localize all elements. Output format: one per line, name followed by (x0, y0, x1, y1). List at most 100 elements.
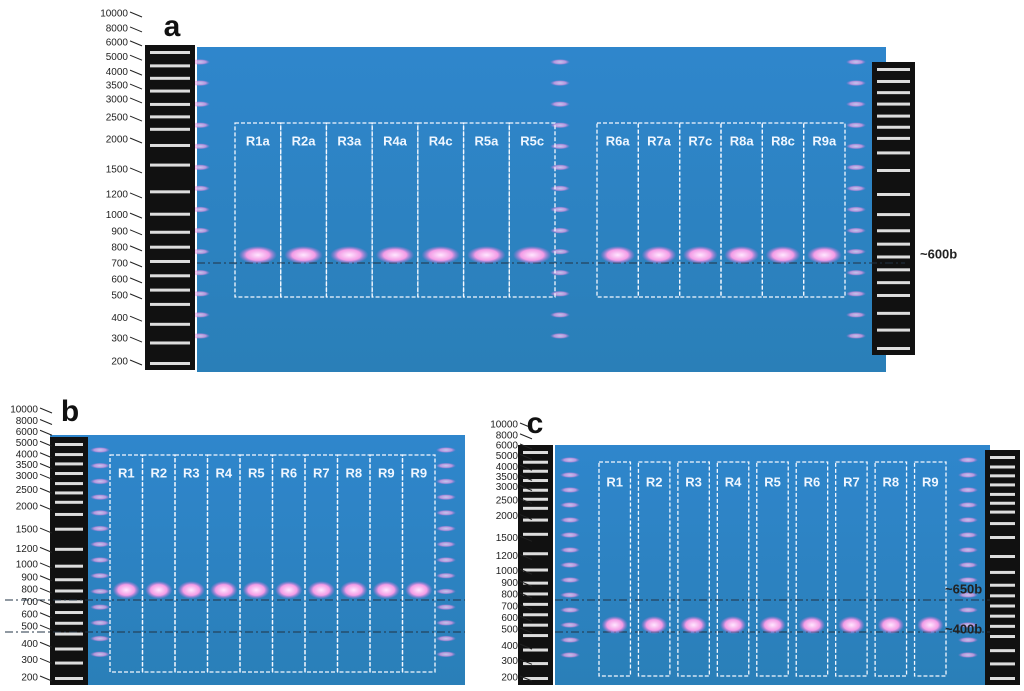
ladder-label: 400 (111, 313, 128, 324)
ladder-label: 10000 (10, 405, 38, 416)
ladder-label: 2500 (16, 485, 39, 496)
ladder-label: 400 (501, 641, 518, 652)
marker-band (560, 457, 580, 463)
ladder-tick (519, 658, 533, 665)
lane-label: R7c (688, 133, 712, 148)
ladder-band (523, 488, 548, 492)
lane-box (913, 461, 947, 677)
marker-band (436, 509, 456, 516)
marker-band (550, 59, 570, 65)
dna-band (512, 246, 552, 264)
ladder-band (990, 456, 1015, 459)
ladder-label: 8000 (496, 431, 519, 442)
marker-band (560, 577, 580, 583)
ladder-band (55, 482, 83, 486)
ladder-tick (519, 464, 533, 471)
ladder-tick (39, 587, 53, 594)
marker-band (550, 269, 570, 276)
ladder-tick (519, 592, 533, 599)
dna-band (372, 581, 400, 599)
ladder-strip (50, 437, 88, 685)
ladder-tick (129, 212, 143, 219)
ladder-band (55, 621, 83, 625)
lane-box (803, 122, 846, 298)
ladder-strip (985, 450, 1020, 685)
marker-band (560, 562, 580, 568)
ladder-label: 6000 (16, 427, 39, 438)
marker-band (550, 185, 570, 192)
ladder-band (150, 127, 190, 131)
ladder-label: 500 (111, 291, 128, 302)
ladder-band (990, 614, 1015, 618)
marker-band (90, 509, 110, 516)
dna-band (307, 581, 335, 599)
marker-band (958, 637, 978, 643)
lane-box (598, 461, 632, 677)
dna-band (238, 246, 278, 264)
dna-band (177, 581, 205, 599)
ladder-label: 400 (21, 639, 38, 650)
dna-band (210, 581, 238, 599)
ladder-tick (39, 429, 53, 436)
marker-band (560, 502, 580, 508)
ladder-label: 8000 (106, 24, 129, 35)
ladder-label: 900 (111, 226, 128, 237)
ladder-tick (129, 11, 143, 18)
dna-band (640, 616, 668, 634)
ladder-tick (39, 612, 53, 619)
ladder-tick (519, 443, 533, 450)
ladder-tick (129, 26, 143, 33)
marker-band (560, 547, 580, 553)
marker-band (958, 457, 978, 463)
ladder-band (990, 510, 1015, 514)
ladder-band (990, 536, 1015, 540)
dna-band (601, 616, 628, 634)
ladder-tick (519, 474, 533, 481)
dna-band (340, 581, 368, 599)
lane-box (371, 122, 419, 298)
ladder-tick (129, 40, 143, 47)
ladder-label: 1000 (496, 566, 519, 577)
marker-band (90, 651, 110, 658)
marker-band (436, 541, 456, 548)
ladder-band (55, 453, 83, 457)
marker-band (90, 557, 110, 563)
ladder-label: 200 (21, 673, 38, 684)
ladder-band (523, 506, 548, 510)
dna-band (112, 581, 140, 599)
ladder-band (523, 592, 548, 596)
ladder-band (55, 600, 83, 604)
ladder-tick (519, 433, 533, 440)
size-annotation: ~600b (920, 246, 957, 261)
ladder-band (990, 501, 1015, 505)
ladder-band (523, 552, 548, 556)
lane-label: R8 (883, 474, 900, 489)
marker-band (90, 604, 110, 611)
ladder-label: 1500 (16, 525, 39, 536)
ladder-band (523, 532, 548, 536)
dna-band (242, 581, 270, 599)
ladder-tick (519, 568, 533, 575)
lane-label: R7 (313, 465, 330, 480)
ladder-label: 600 (21, 609, 38, 620)
ladder-tick (39, 527, 53, 534)
size-annotation: ~650b (945, 581, 982, 596)
marker-band (550, 227, 570, 234)
ladder-tick (39, 546, 53, 553)
ladder-label: 500 (21, 622, 38, 633)
ladder-band (523, 469, 548, 473)
marker-band (550, 164, 570, 171)
ladder-band (150, 115, 190, 119)
ladder-band (877, 311, 910, 315)
ladder-band (990, 465, 1015, 469)
ladder-tick (129, 97, 143, 104)
lane-box (508, 122, 556, 298)
ladder-tick (129, 83, 143, 90)
ladder-label: 700 (501, 601, 518, 612)
ladder-band (523, 451, 548, 454)
ladder-tick (39, 473, 53, 480)
marker-band (958, 652, 978, 658)
ladder-band (990, 662, 1015, 666)
ladder-tick (129, 261, 143, 268)
